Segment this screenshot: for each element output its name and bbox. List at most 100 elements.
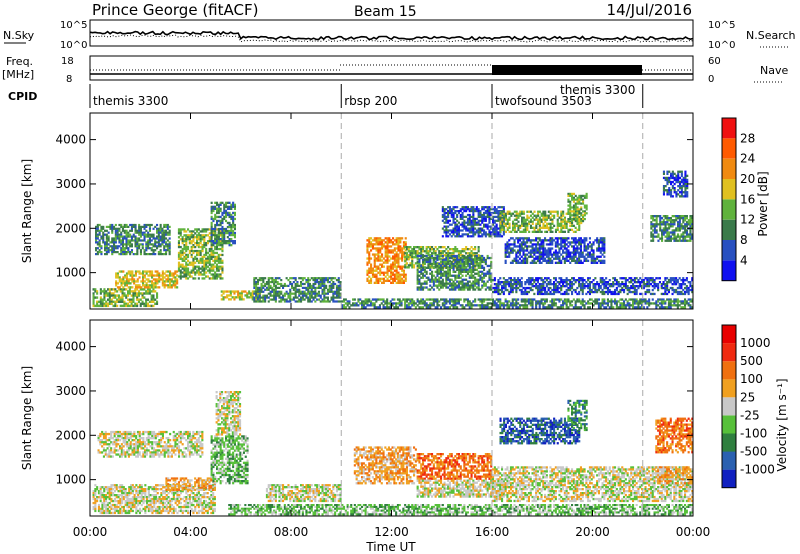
range-gate-cell — [197, 236, 200, 239]
range-gate-cell — [276, 290, 279, 293]
range-gate-cell — [404, 243, 407, 246]
range-gate-cell — [521, 222, 524, 225]
range-gate-cell — [217, 257, 220, 260]
range-gate-cell — [307, 296, 310, 299]
range-gate-cell — [117, 298, 120, 301]
range-gate-cell — [201, 249, 204, 253]
range-gate-cell — [637, 279, 640, 282]
range-gate-cell — [390, 249, 393, 252]
range-gate-cell — [181, 263, 184, 266]
range-gate-cell — [522, 230, 525, 233]
range-gate-cell — [170, 272, 173, 275]
range-gate-cell — [388, 269, 391, 272]
range-gate-cell — [370, 304, 373, 307]
range-gate-cell — [567, 300, 570, 303]
range-gate-cell — [416, 264, 419, 268]
range-gate-cell — [545, 306, 548, 309]
range-gate-cell — [145, 298, 148, 301]
range-gate-cell — [134, 292, 137, 295]
range-gate-cell — [233, 203, 236, 206]
range-gate-cell — [563, 285, 566, 288]
range-gate-cell — [635, 300, 638, 303]
range-gate-cell — [233, 298, 236, 301]
range-gate-cell — [488, 229, 491, 232]
range-gate-cell — [399, 275, 402, 278]
range-gate-cell — [323, 294, 326, 297]
range-gate-cell — [232, 240, 235, 243]
range-gate-cell — [399, 241, 402, 244]
range-gate-cell — [635, 281, 638, 284]
range-gate-cell — [560, 286, 563, 290]
range-gate-cell — [228, 215, 231, 219]
range-gate-cell — [203, 255, 206, 259]
range-gate-cell — [483, 233, 486, 236]
range-gate-cell — [477, 211, 480, 215]
range-gate-cell — [386, 249, 389, 252]
range-gate-cell — [390, 263, 393, 266]
range-gate-cell — [436, 262, 439, 265]
range-gate-cell — [181, 267, 184, 270]
range-gate-cell — [177, 251, 180, 255]
range-gate-cell — [120, 251, 123, 254]
range-gate-cell — [206, 259, 209, 262]
range-gate-cell — [148, 292, 151, 295]
range-gate-cell — [440, 252, 443, 255]
range-gate-cell — [504, 279, 507, 282]
range-gate-cell — [511, 288, 514, 292]
range-gate-cell — [196, 236, 199, 239]
range-gate-cell — [294, 277, 297, 280]
range-gate-cell — [624, 283, 627, 286]
range-gate-cell — [420, 298, 423, 301]
range-gate-cell — [152, 235, 155, 238]
range-gate-cell — [468, 302, 471, 305]
range-gate-cell — [488, 306, 491, 309]
range-gate-cell — [138, 233, 141, 236]
range-gate-cell — [628, 281, 631, 284]
range-gate-cell — [168, 245, 171, 248]
range-gate-cell — [118, 286, 121, 289]
range-gate-cell — [375, 269, 378, 272]
range-gate-cell — [474, 231, 477, 234]
range-gate-cell — [475, 210, 478, 213]
range-gate-cell — [274, 290, 277, 293]
range-gate-cell — [454, 248, 457, 251]
range-gate-cell — [208, 247, 211, 251]
range-gate-cell — [594, 283, 597, 286]
range-gate-cell — [233, 207, 236, 210]
range-gate-cell — [117, 288, 120, 291]
range-gate-cell — [130, 243, 133, 246]
range-gate-cell — [132, 304, 135, 308]
range-gate-cell — [199, 242, 202, 245]
range-gate-cell — [114, 247, 117, 250]
range-gate-cell — [490, 276, 493, 279]
range-gate-cell — [416, 272, 419, 275]
range-gate-cell — [319, 286, 322, 289]
range-gate-cell — [524, 302, 527, 305]
range-gate-cell — [205, 271, 208, 274]
range-gate-cell — [599, 277, 602, 280]
range-gate-cell — [468, 284, 471, 287]
range-gate-cell — [112, 296, 115, 299]
range-gate-cell — [682, 302, 685, 305]
range-gate-cell — [197, 277, 200, 280]
range-gate-cell — [121, 298, 124, 301]
range-gate-cell — [107, 298, 110, 301]
range-gate-cell — [619, 277, 622, 280]
range-gate-cell — [280, 290, 283, 293]
range-gate-cell — [249, 296, 252, 299]
range-gate-cell — [136, 298, 139, 301]
range-gate-cell — [120, 270, 123, 273]
range-gate-cell — [434, 252, 437, 255]
range-gate-cell — [488, 233, 491, 236]
range-gate-cell — [280, 296, 283, 299]
range-gate-cell — [513, 222, 516, 225]
range-gate-cell — [547, 306, 550, 309]
range-gate-cell — [526, 226, 529, 229]
range-gate-cell — [522, 210, 525, 213]
range-gate-cell — [544, 300, 547, 303]
range-gate-cell — [432, 252, 435, 255]
range-gate-cell — [506, 279, 509, 282]
range-gate-cell — [441, 272, 444, 275]
range-gate-cell — [404, 266, 407, 269]
range-gate-cell — [454, 211, 457, 215]
